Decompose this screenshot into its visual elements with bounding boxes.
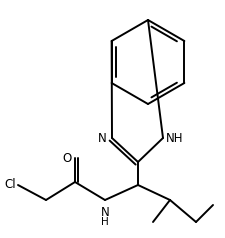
Text: H: H: [101, 217, 108, 227]
Text: N: N: [100, 205, 109, 218]
Text: N: N: [97, 132, 106, 144]
Text: NH: NH: [166, 132, 183, 144]
Text: Cl: Cl: [4, 178, 16, 192]
Text: O: O: [62, 152, 71, 164]
